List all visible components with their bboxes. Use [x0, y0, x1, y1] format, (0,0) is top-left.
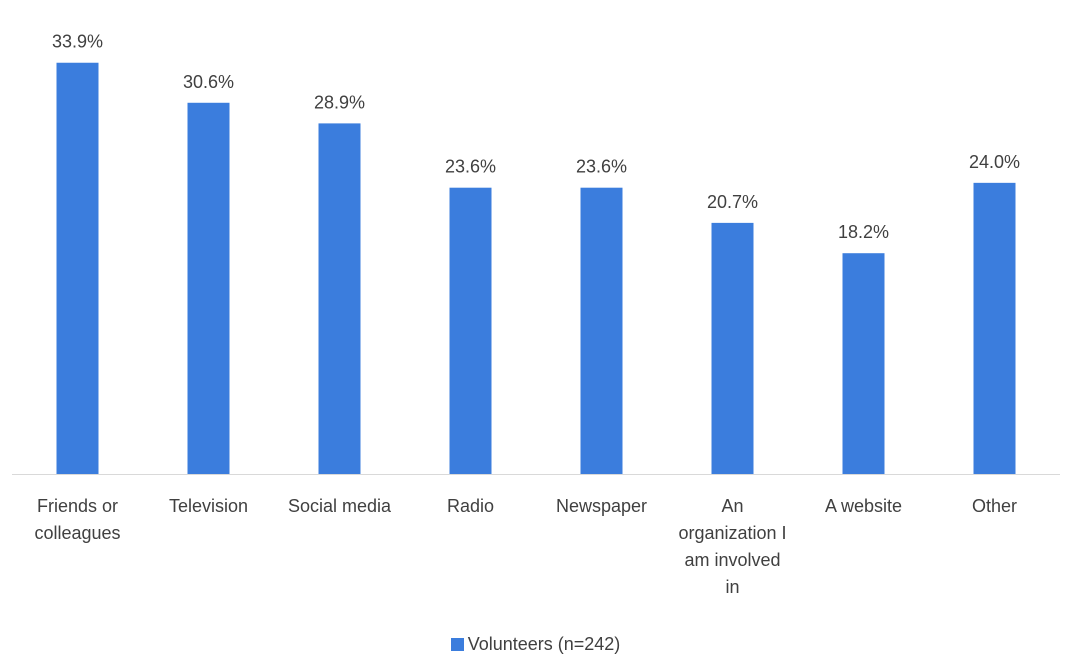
category-label-5: Newspaper	[556, 496, 647, 516]
category-label-8: Other	[972, 496, 1017, 516]
bar-2	[187, 102, 230, 474]
bar-6	[711, 222, 754, 474]
category-label-2: Television	[169, 496, 248, 516]
category-label-7: A website	[825, 496, 902, 516]
bar-8	[973, 182, 1016, 474]
bar-7	[842, 253, 885, 474]
bars-group	[56, 62, 1016, 475]
category-label-4: Radio	[447, 496, 494, 516]
category-label-1: Friends or colleagues	[34, 496, 120, 543]
value-label-8: 24.0%	[969, 152, 1020, 172]
bar-5	[580, 187, 623, 474]
legend-swatch	[450, 638, 464, 651]
legend: Volunteers (n=242)	[0, 634, 1071, 655]
value-label-5: 23.6%	[576, 157, 627, 177]
legend-label: Volunteers (n=242)	[467, 634, 621, 654]
value-label-7: 18.2%	[838, 222, 889, 242]
value-label-2: 30.6%	[183, 72, 234, 92]
value-label-3: 28.9%	[314, 92, 365, 112]
category-labels-group: Friends or colleagues Television Social med…	[34, 496, 1017, 597]
value-label-4: 23.6%	[445, 157, 496, 177]
category-label-3: Social media	[288, 496, 392, 516]
value-label-1: 33.9%	[52, 32, 103, 52]
bar-4	[449, 187, 492, 474]
bar-3	[318, 123, 361, 474]
value-labels-group: 33.9% 30.6% 28.9% 23.6% 23.6% 20.7% 18.2% 24.0%	[52, 32, 1020, 242]
value-label-6: 20.7%	[707, 192, 758, 212]
bar-chart: 33.9% 30.6% 28.9% 23.6% 23.6% 20.7% 18.2% 24.0%…	[12, 32, 1060, 597]
bar-1	[56, 62, 99, 475]
